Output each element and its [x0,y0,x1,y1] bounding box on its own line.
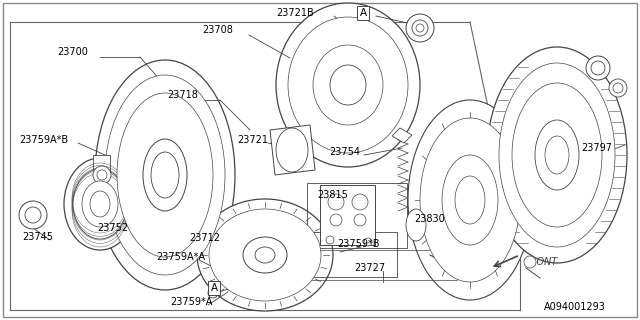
Ellipse shape [151,152,179,198]
Circle shape [591,61,605,75]
Text: 23712: 23712 [189,233,221,243]
Ellipse shape [95,60,235,290]
Ellipse shape [545,136,569,174]
Circle shape [326,236,334,244]
Ellipse shape [276,128,308,172]
Text: A: A [360,8,367,18]
Circle shape [208,288,218,298]
Circle shape [93,166,111,184]
Ellipse shape [487,47,627,263]
Ellipse shape [90,191,110,217]
Circle shape [25,207,41,223]
Bar [320,185,375,245]
Text: 23708: 23708 [203,25,234,35]
Text: 23759A*A: 23759A*A [157,252,205,262]
Ellipse shape [209,209,321,301]
Ellipse shape [442,155,498,245]
Polygon shape [392,128,412,143]
Bar [307,183,407,248]
Ellipse shape [82,181,118,227]
Bar [307,232,397,277]
Text: 23759*A: 23759*A [170,297,212,307]
Circle shape [330,214,342,226]
Polygon shape [270,125,315,175]
Ellipse shape [420,118,520,282]
Text: A094001293: A094001293 [544,302,606,312]
Circle shape [416,24,424,32]
Circle shape [97,170,107,180]
Ellipse shape [455,176,485,224]
Ellipse shape [535,120,579,190]
Text: A: A [211,283,218,293]
Text: 23721B: 23721B [276,8,314,18]
Ellipse shape [330,65,366,105]
Ellipse shape [255,247,275,263]
Ellipse shape [499,63,615,247]
Text: 23727: 23727 [355,263,385,273]
Text: 23752: 23752 [97,223,129,233]
Circle shape [524,256,536,268]
Ellipse shape [143,139,187,211]
Ellipse shape [512,83,602,227]
Ellipse shape [276,3,420,167]
Ellipse shape [64,158,136,250]
Text: 23745: 23745 [22,232,54,242]
Circle shape [352,194,368,210]
Ellipse shape [105,75,225,275]
Text: 23721: 23721 [237,135,269,145]
Circle shape [613,83,623,93]
Circle shape [406,14,434,42]
Circle shape [354,214,366,226]
Text: 23759A*B: 23759A*B [19,135,68,145]
Text: 23700: 23700 [58,47,88,57]
Circle shape [328,194,344,210]
Text: 23830: 23830 [415,214,445,224]
Bar [307,250,457,280]
Ellipse shape [288,17,408,153]
Ellipse shape [408,100,532,300]
Ellipse shape [243,237,287,273]
Circle shape [364,238,372,246]
Text: 23754: 23754 [330,147,360,157]
Circle shape [609,79,627,97]
Ellipse shape [117,93,213,257]
Circle shape [19,201,47,229]
Text: FRONT: FRONT [525,257,558,267]
Text: 23718: 23718 [168,90,198,100]
Polygon shape [93,155,110,195]
Circle shape [586,56,610,80]
Text: 23815: 23815 [317,190,348,200]
Ellipse shape [197,199,333,311]
Text: 23759*B: 23759*B [337,239,380,249]
Text: 23797: 23797 [582,143,612,153]
Ellipse shape [73,169,127,239]
Circle shape [412,20,428,36]
Ellipse shape [313,45,383,125]
Ellipse shape [406,209,426,241]
